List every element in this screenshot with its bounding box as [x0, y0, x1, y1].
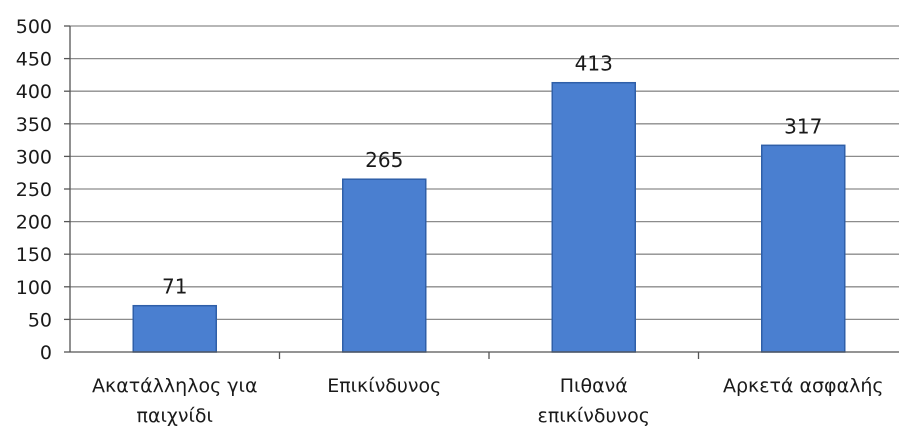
y-tick-label: 450 — [16, 49, 52, 71]
bars — [132, 81, 846, 353]
data-label: 413 — [575, 52, 613, 76]
x-category-label: Επικίνδυνος — [327, 375, 441, 397]
x-category-label: επικίνδυνος — [538, 405, 650, 427]
bar — [761, 144, 846, 353]
bar — [132, 304, 217, 353]
y-tick-label: 0 — [40, 342, 52, 364]
y-tick-label: 300 — [16, 146, 52, 168]
y-tick-label: 500 — [16, 16, 52, 38]
x-category-labels: Ακατάλληλος για παιχνίδι Επικίνδυνος Πιθανά… — [92, 375, 884, 427]
data-labels: 71 265 413 317 — [162, 52, 822, 299]
axes — [64, 25, 899, 359]
x-category-label: Αρκετά ασφαλής — [723, 375, 884, 397]
y-tick-label: 250 — [16, 179, 52, 201]
y-tick-label: 100 — [16, 277, 52, 299]
x-category-label: Ακατάλληλος για — [92, 375, 257, 397]
y-tick-label: 400 — [16, 81, 52, 103]
gridlines — [70, 25, 899, 321]
bar — [551, 81, 636, 353]
data-label: 317 — [784, 114, 822, 138]
y-tick-label: 150 — [16, 244, 52, 266]
data-label: 71 — [162, 275, 187, 299]
y-tick-labels: 0 50 100 150 200 250 300 350 400 450 500 — [16, 16, 52, 364]
x-category-label: Πιθανά — [560, 375, 628, 397]
y-tick-label: 200 — [16, 212, 52, 234]
y-tick-label: 350 — [16, 114, 52, 136]
bar — [342, 178, 427, 353]
x-category-label: παιχνίδι — [137, 405, 213, 427]
data-label: 265 — [365, 148, 403, 172]
y-tick-label: 50 — [28, 309, 52, 331]
